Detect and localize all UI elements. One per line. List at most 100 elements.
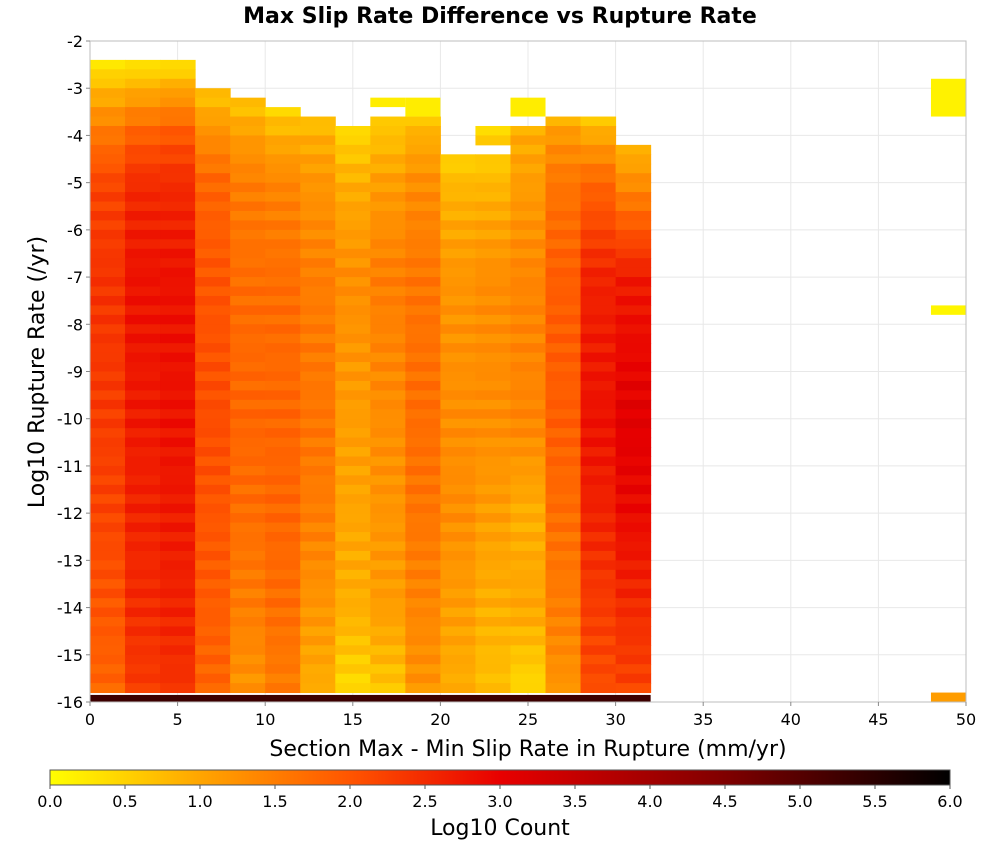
colorbar-tick-label: 5.0	[787, 792, 812, 811]
heatmap-cell	[265, 154, 301, 165]
heatmap-cell	[405, 258, 441, 269]
heatmap-cell	[230, 484, 266, 495]
heatmap-cell	[370, 390, 406, 401]
heatmap-cell	[230, 635, 266, 646]
heatmap-cell	[125, 654, 161, 665]
heatmap-cell	[615, 220, 652, 231]
heatmap-cell	[125, 352, 161, 363]
colorbar-tick-label: 4.0	[637, 792, 662, 811]
heatmap-cell	[370, 484, 406, 495]
x-tick-label: 5	[173, 710, 183, 729]
heatmap-cell	[545, 626, 582, 637]
heatmap-cell	[125, 324, 161, 335]
heatmap-cell	[370, 125, 406, 136]
heatmap-cell	[475, 569, 511, 580]
colorbar-tick-label: 0.5	[112, 792, 137, 811]
y-tick-label: -6	[67, 221, 83, 240]
heatmap-cell	[510, 465, 547, 476]
heatmap-cell	[475, 125, 511, 136]
heatmap-cell	[580, 579, 617, 590]
heatmap-cell	[545, 314, 582, 325]
heatmap-cell	[160, 248, 196, 259]
heatmap-cell	[370, 192, 406, 203]
heatmap-cell	[90, 654, 126, 665]
heatmap-cell	[545, 541, 582, 552]
heatmap-cell	[125, 267, 161, 278]
heatmap-cell	[580, 409, 617, 420]
heatmap-cell	[580, 437, 617, 448]
heatmap-cell	[580, 664, 617, 675]
heatmap-cell	[265, 513, 301, 524]
heatmap-cell	[90, 465, 126, 476]
heatmap-cell	[335, 286, 371, 297]
heatmap-cell	[440, 182, 476, 193]
heatmap-cell	[195, 654, 231, 665]
heatmap-cell	[475, 418, 511, 429]
heatmap-cell	[160, 267, 196, 278]
heatmap-cell	[195, 210, 231, 221]
heatmap-cell	[230, 380, 266, 391]
heatmap-cell	[475, 654, 511, 665]
heatmap-cell	[545, 362, 582, 372]
heatmap-cell	[370, 258, 406, 269]
heatmap-cell	[475, 513, 511, 524]
heatmap-cell	[440, 560, 476, 571]
heatmap-cell	[475, 277, 511, 288]
heatmap-cell	[580, 465, 617, 476]
heatmap-cell	[125, 579, 161, 590]
heatmap-cell	[545, 229, 582, 240]
heatmap-cell	[510, 390, 547, 401]
heatmap-cell	[195, 144, 231, 155]
heatmap-cell	[125, 69, 161, 80]
heatmap-cell	[195, 617, 231, 627]
heatmap-cell	[160, 390, 196, 401]
heatmap-cell	[335, 617, 371, 627]
heatmap-cell	[405, 664, 441, 675]
heatmap-cell	[230, 465, 266, 476]
heatmap-cell	[545, 239, 582, 250]
heatmap-cell	[125, 635, 161, 646]
heatmap-cell	[510, 541, 547, 552]
heatmap-cell	[475, 267, 511, 278]
heatmap-cell	[545, 418, 582, 429]
heatmap-cell	[440, 654, 476, 665]
heatmap-cell	[160, 286, 196, 297]
heatmap-cell	[545, 664, 582, 675]
heatmap-cell	[580, 617, 617, 627]
heatmap-cell	[300, 475, 336, 486]
heatmap-cell	[510, 494, 547, 505]
heatmap-cell	[580, 626, 617, 637]
heatmap-cell	[230, 362, 266, 372]
heatmap-cell	[510, 97, 546, 117]
heatmap-cell	[300, 258, 336, 269]
heatmap-cell	[160, 324, 196, 335]
heatmap-cell	[335, 362, 371, 372]
heatmap-cell	[195, 248, 231, 259]
heatmap-cell	[195, 88, 231, 99]
heatmap-cell	[160, 277, 196, 288]
heatmap-cell	[265, 560, 301, 571]
heatmap-cell	[475, 173, 511, 184]
heatmap-cell	[615, 550, 652, 561]
heatmap-cell	[510, 579, 547, 590]
heatmap-cell	[125, 673, 161, 684]
heatmap-cell	[510, 532, 547, 542]
heatmap-cell	[615, 522, 652, 533]
heatmap-cell	[440, 484, 476, 495]
heatmap-cell	[440, 447, 476, 457]
heatmap-cell	[265, 333, 301, 344]
heatmap-cell	[90, 220, 126, 231]
heatmap-cell	[195, 220, 231, 231]
heatmap-cell	[300, 333, 336, 344]
heatmap-cell	[615, 229, 652, 240]
heatmap-cell	[615, 569, 652, 580]
heatmap-cell	[90, 503, 126, 514]
heatmap-cell	[195, 409, 231, 420]
heatmap-cell	[265, 673, 301, 684]
heatmap-cell	[90, 560, 126, 571]
heatmap-cell	[615, 617, 652, 627]
heatmap-cell	[125, 607, 161, 618]
heatmap-cell	[370, 588, 406, 599]
heatmap-cell	[300, 163, 336, 174]
heatmap-cell	[580, 295, 617, 306]
